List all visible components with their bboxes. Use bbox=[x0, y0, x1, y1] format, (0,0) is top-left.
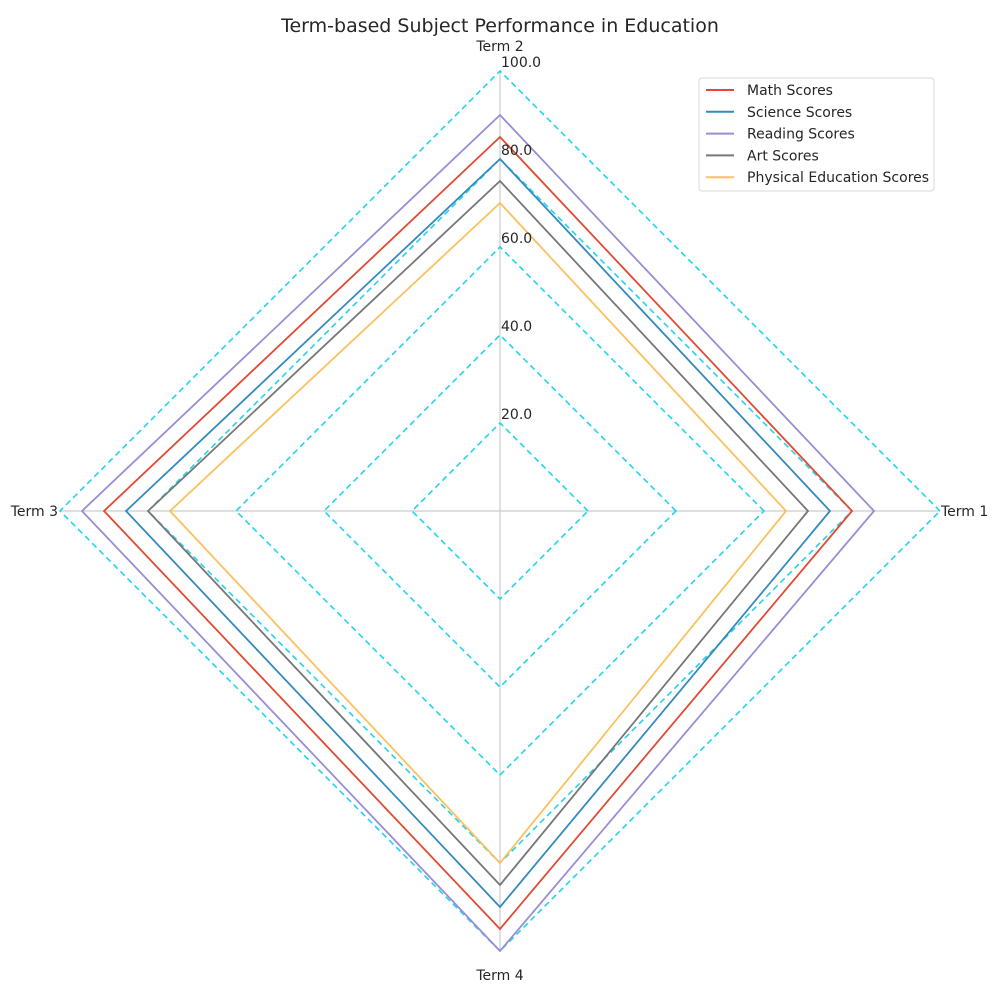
radial-tick-label: 80.0 bbox=[501, 143, 532, 159]
series-line bbox=[102, 135, 854, 931]
radial-tick-label: 100.0 bbox=[501, 55, 541, 71]
grid-ring bbox=[322, 333, 678, 689]
series-line bbox=[124, 157, 832, 909]
axis-label: Term 3 bbox=[10, 504, 58, 520]
grid-ring bbox=[234, 245, 766, 777]
tick-labels: 20.0 40.0 60.0 80.0 100.0 bbox=[501, 55, 541, 423]
legend-label: Science Scores bbox=[747, 105, 852, 121]
legend-label: Art Scores bbox=[747, 148, 819, 164]
radial-tick-label: 20.0 bbox=[501, 407, 532, 423]
grid-ring bbox=[410, 421, 590, 601]
axis-label: Term 4 bbox=[475, 968, 523, 984]
radial-tick-label: 40.0 bbox=[501, 319, 532, 335]
grid-ring bbox=[58, 69, 942, 953]
chart-title: Term-based Subject Performance in Educat… bbox=[280, 15, 719, 37]
series-line bbox=[146, 179, 810, 887]
axis-lines bbox=[60, 71, 940, 951]
legend-label: Reading Scores bbox=[747, 127, 855, 143]
series-group bbox=[80, 113, 876, 953]
legend: Math Scores Science Scores Reading Scores A… bbox=[698, 77, 935, 192]
axis-labels: Term 1 Term 2 Term 3 Term 4 bbox=[10, 39, 989, 984]
series-line bbox=[80, 113, 876, 953]
legend-label: Math Scores bbox=[747, 83, 833, 99]
legend-box bbox=[698, 77, 935, 192]
series-line bbox=[168, 201, 788, 865]
radial-tick-label: 60.0 bbox=[501, 231, 532, 247]
axis-label: Term 2 bbox=[475, 39, 523, 55]
legend-label: Physical Education Scores bbox=[747, 170, 929, 186]
axis-label: Term 1 bbox=[940, 504, 988, 520]
